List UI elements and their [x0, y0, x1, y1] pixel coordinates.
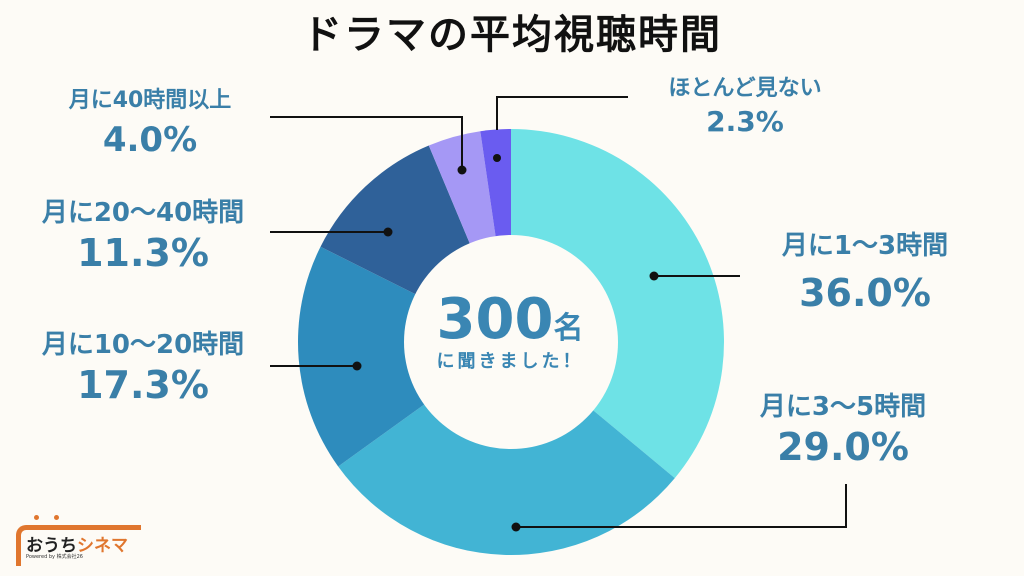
label-rarely: ほとんど見ない 2.3% — [668, 76, 822, 138]
leader-lines — [270, 96, 847, 528]
donut-slice — [298, 246, 511, 467]
label-1-3: 月に1〜3時間 36.0% — [781, 231, 949, 315]
center-label: 300名 に聞きました！ — [410, 290, 610, 374]
donut-slice — [511, 129, 725, 479]
label-20-40: 月に20〜40時間 11.3% — [41, 198, 245, 275]
leader-3-5 — [516, 484, 847, 528]
label-3-5: 月に3〜5時間 29.0% — [759, 392, 927, 469]
donut-hole — [404, 235, 618, 449]
center-subtitle: に聞きました！ — [436, 351, 584, 372]
respondent-count: 300 — [436, 287, 554, 352]
logo-brand: おうちシネマ — [26, 536, 128, 556]
logo-antenna — [54, 515, 59, 520]
ouchi-cinema-logo: おうちシネマ Powered by 株式会社26 — [12, 515, 142, 566]
logo-antenna — [34, 515, 39, 520]
label-40-plus: 月に40時間以上 4.0% — [68, 88, 232, 160]
label-10-20: 月に10〜20時間 17.3% — [41, 330, 245, 407]
logo-powered-by: Powered by 株式会社26 — [26, 554, 83, 560]
leader-rarely — [496, 96, 628, 130]
respondent-unit: 名 — [553, 311, 584, 346]
leader-dots — [352, 154, 659, 532]
chart-title: ドラマの平均視聴時間 — [302, 12, 722, 58]
logo-tv-frame — [16, 525, 141, 566]
leader-40-plus — [270, 116, 463, 170]
